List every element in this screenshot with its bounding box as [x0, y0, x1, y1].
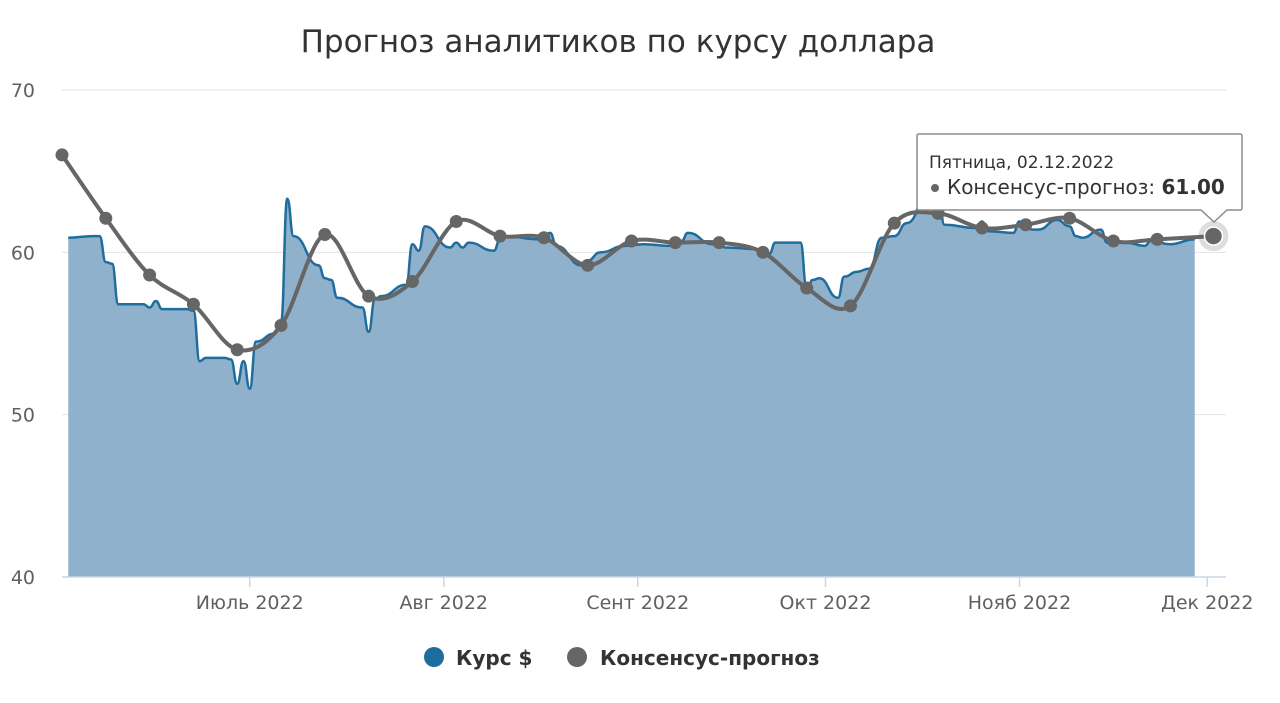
- x-tick-label: Сент 2022: [586, 592, 689, 614]
- consensus-point[interactable]: [99, 211, 113, 225]
- y-tick-label: 70: [11, 80, 35, 102]
- y-axis-ticks: 40 50 60 70: [11, 80, 35, 589]
- consensus-point[interactable]: [887, 216, 901, 230]
- consensus-point[interactable]: [975, 221, 989, 235]
- legend-marker-consensus: [567, 647, 587, 667]
- consensus-point[interactable]: [55, 148, 69, 162]
- consensus-point[interactable]: [186, 297, 200, 311]
- rate-area-fill: [68, 182, 1195, 577]
- chart-title: Прогноз аналитиков по курсу доллара: [301, 24, 936, 60]
- x-tick-label: Июль 2022: [196, 592, 304, 614]
- x-tick-label: Окт 2022: [780, 592, 872, 614]
- consensus-point[interactable]: [318, 227, 332, 241]
- tooltip: Пятница, 02.12.2022 Консенсус-прогноз: 6…: [916, 133, 1243, 224]
- consensus-point[interactable]: [712, 236, 726, 250]
- x-tick-label: Дек 2022: [1161, 592, 1253, 614]
- consensus-point[interactable]: [537, 231, 551, 245]
- consensus-point[interactable]: [449, 214, 463, 228]
- legend-marker-rate: [424, 647, 444, 667]
- tooltip-value: 61.00: [1162, 175, 1225, 199]
- consensus-point[interactable]: [581, 258, 595, 272]
- consensus-point[interactable]: [493, 229, 507, 243]
- consensus-series[interactable]: [55, 148, 1229, 357]
- consensus-point[interactable]: [844, 299, 858, 313]
- y-tick-label: 50: [11, 405, 35, 427]
- consensus-point[interactable]: [230, 343, 244, 357]
- legend: Курс $ Консенсус-прогноз: [424, 646, 820, 670]
- tooltip-box: [916, 133, 1243, 224]
- consensus-point[interactable]: [800, 281, 814, 295]
- x-tick-label: Нояб 2022: [968, 592, 1071, 614]
- consensus-point[interactable]: [405, 275, 419, 289]
- legend-label-consensus: Консенсус-прогноз: [600, 646, 820, 670]
- tooltip-colon: :: [1148, 175, 1161, 199]
- y-tick-label: 40: [11, 567, 35, 589]
- consensus-point[interactable]: [668, 236, 682, 250]
- consensus-point[interactable]: [1063, 211, 1077, 225]
- tooltip-series-name: Консенсус-прогноз: [947, 175, 1148, 199]
- legend-label-rate: Курс $: [456, 646, 532, 670]
- consensus-point[interactable]: [274, 318, 288, 332]
- consensus-point[interactable]: [1150, 232, 1164, 246]
- consensus-point[interactable]: [1106, 234, 1120, 248]
- legend-item-consensus[interactable]: Консенсус-прогноз: [567, 646, 820, 670]
- consensus-point[interactable]: [1019, 218, 1033, 232]
- y-tick-label: 60: [11, 242, 35, 264]
- consensus-point[interactable]: [624, 234, 638, 248]
- consensus-point[interactable]: [756, 245, 770, 259]
- tooltip-series-marker: [931, 184, 939, 192]
- x-tick-label: Авг 2022: [399, 592, 488, 614]
- x-axis: Июль 2022 Авг 2022 Сент 2022 Окт 2022 Нояб 2…: [62, 576, 1253, 614]
- tooltip-date: Пятница, 02.12.2022: [929, 153, 1114, 173]
- consensus-point-highlighted[interactable]: [1203, 226, 1224, 246]
- tooltip-line: Консенсус-прогноз: 61.00: [947, 175, 1225, 199]
- consensus-point[interactable]: [143, 268, 157, 282]
- consensus-point[interactable]: [362, 289, 376, 303]
- legend-item-rate[interactable]: Курс $: [424, 646, 532, 670]
